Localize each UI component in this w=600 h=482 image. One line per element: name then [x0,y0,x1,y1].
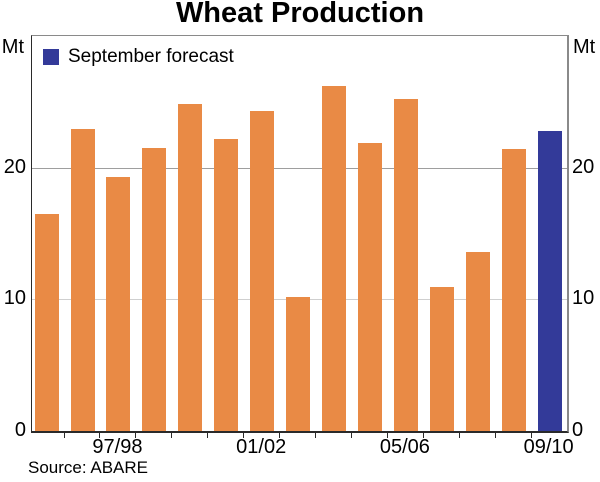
bar-09-10-forecast [537,131,562,431]
y-axis-unit-right: Mt [573,36,596,58]
y-axis-label-left-10: 10 [3,287,26,310]
y-axis-label-right-20: 20 [572,155,595,178]
bar-00-01 [214,139,239,431]
x-tick [386,432,388,438]
x-axis-label-05-06: 05/06 [379,436,430,458]
source-note: Source: ABARE [28,458,149,477]
x-axis-label-97-98: 97/98 [92,436,143,458]
bar-03-04 [322,86,347,431]
x-tick [99,432,101,438]
plot-area: September forecast [31,35,569,433]
legend-label: September forecast [68,46,234,67]
y-axis-unit-left: Mt [1,36,24,58]
legend-swatch-september-forecast [43,49,59,65]
x-tick [530,432,532,438]
x-tick [315,432,317,438]
x-tick [207,432,209,438]
x-tick [243,432,245,438]
bar-08-09 [501,149,526,431]
bar-96-97 [70,129,95,431]
y-axis-label-left-0: 0 [14,419,26,441]
bar-97-98 [106,177,131,431]
x-tick [494,432,496,438]
bar-95-96 [34,214,59,431]
x-tick [350,432,352,438]
gridline-20 [32,167,567,169]
x-tick [171,432,173,438]
y-axis-label-right-0: 0 [572,419,584,441]
bar-07-08 [465,252,490,431]
y-axis-label-right-10: 10 [572,287,595,310]
x-tick [279,432,281,438]
bar-04-05 [357,143,382,431]
bar-06-07 [429,287,454,431]
x-axis-label-09-10: 09/10 [523,436,574,458]
chart-title: Wheat Production [175,0,425,29]
bar-98-99 [142,148,167,431]
x-tick [135,432,137,438]
x-axis-label-01-02: 01/02 [236,436,287,458]
y-axis-label-left-20: 20 [3,155,26,178]
bar-02-03 [286,297,311,431]
bar-05-06 [393,99,418,431]
bar-01-02 [250,111,275,431]
x-tick [63,432,65,438]
legend: September forecast [43,46,234,68]
x-tick [422,432,424,438]
bar-99-00 [178,104,203,431]
x-tick [458,432,460,438]
